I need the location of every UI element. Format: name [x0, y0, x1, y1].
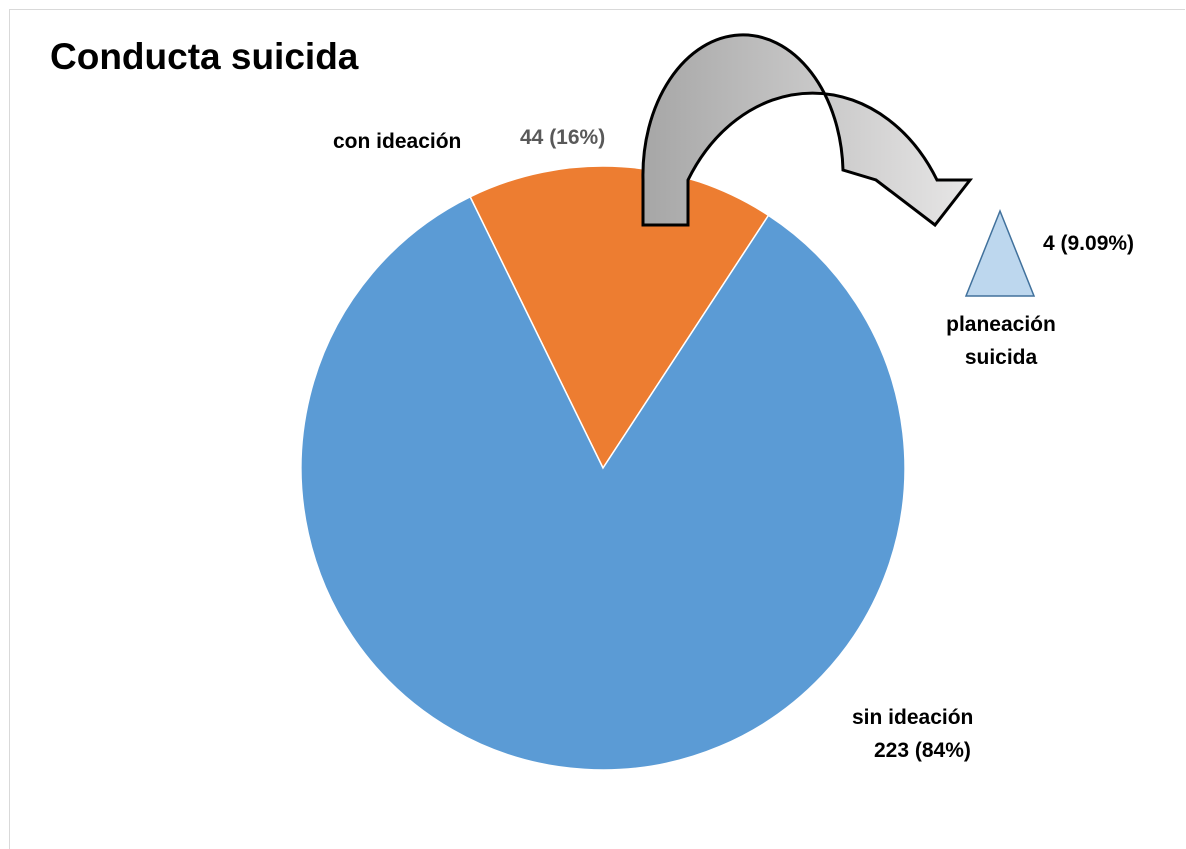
slice-sin-ideacion [300, 195, 906, 771]
label-con-ideacion: con ideación [333, 130, 462, 153]
label-planeacion-line1: planeación [946, 313, 1056, 336]
chart-frame [9, 9, 1185, 849]
planeacion-triangle [964, 208, 1036, 297]
value-con-ideacion: 44 (16%) [520, 126, 606, 149]
label-planeacion-line2: suicida [964, 346, 1038, 369]
value-planeacion: 4 (9.09%) [1043, 232, 1135, 255]
label-sin-ideacion: sin ideación [852, 706, 974, 729]
chart-title: Conducta suicida [50, 36, 359, 77]
pie-slices [300, 165, 906, 771]
curved-arrow-icon [641, 33, 974, 228]
slice-con-ideacion [469, 165, 770, 470]
value-sin-ideacion: 223 (84%) [874, 739, 971, 762]
